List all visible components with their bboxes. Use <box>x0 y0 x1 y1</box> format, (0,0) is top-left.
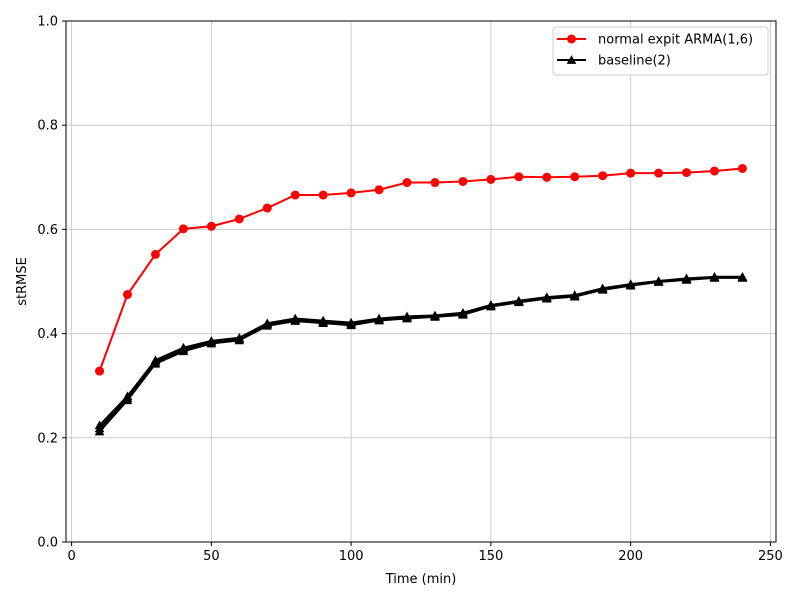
series-group <box>95 272 748 429</box>
legend-label: normal expit ARMA(1,6) <box>598 33 753 48</box>
data-point <box>375 185 384 194</box>
y-tick-label: 0.0 <box>37 536 58 551</box>
y-tick-label: 0.6 <box>37 223 58 238</box>
y-tick-label: 0.2 <box>37 431 58 446</box>
legend-label: baseline(2) <box>598 54 671 69</box>
data-point <box>179 224 188 233</box>
data-point <box>207 222 216 231</box>
data-point <box>654 169 663 178</box>
series-group <box>95 273 748 433</box>
y-tick-label: 0.4 <box>37 327 58 342</box>
data-point <box>710 167 719 176</box>
series-group <box>95 273 748 435</box>
series-layer <box>95 164 748 435</box>
data-point <box>291 191 300 200</box>
data-point <box>626 169 635 178</box>
y-tick-label: 0.8 <box>37 119 58 134</box>
x-tick-label: 0 <box>67 549 75 564</box>
series-line <box>100 277 743 428</box>
data-point <box>95 367 104 376</box>
series-line <box>100 278 743 432</box>
data-point <box>123 290 132 299</box>
data-point <box>430 178 439 187</box>
x-tick-label: 50 <box>203 549 220 564</box>
series-line <box>100 168 743 371</box>
data-point <box>542 173 551 182</box>
x-axis: 0 50 100 150 200 250 <box>67 542 782 564</box>
x-tick-label: 200 <box>618 549 643 564</box>
data-point <box>319 191 328 200</box>
data-point <box>403 178 412 187</box>
x-tick-label: 250 <box>758 549 783 564</box>
y-axis: 0.0 0.2 0.4 0.6 0.8 1.0 <box>37 15 66 551</box>
y-axis-title: stRMSE <box>15 257 30 306</box>
x-tick-label: 100 <box>339 549 364 564</box>
legend: normal expit ARMA(1,6) baseline(2) <box>553 27 768 75</box>
data-point <box>151 250 160 259</box>
data-point <box>486 175 495 184</box>
data-point <box>458 177 467 186</box>
data-point <box>738 164 747 173</box>
legend-marker <box>567 35 576 44</box>
data-point <box>682 168 691 177</box>
series-line <box>100 277 743 425</box>
y-tick-label: 1.0 <box>37 15 58 30</box>
data-point <box>235 214 244 223</box>
data-point <box>347 188 356 197</box>
data-point <box>263 204 272 213</box>
x-tick-label: 150 <box>478 549 503 564</box>
x-axis-title: Time (min) <box>385 572 457 587</box>
series-group <box>95 164 747 376</box>
data-point <box>598 171 607 180</box>
data-point <box>570 172 579 181</box>
data-point <box>514 172 523 181</box>
